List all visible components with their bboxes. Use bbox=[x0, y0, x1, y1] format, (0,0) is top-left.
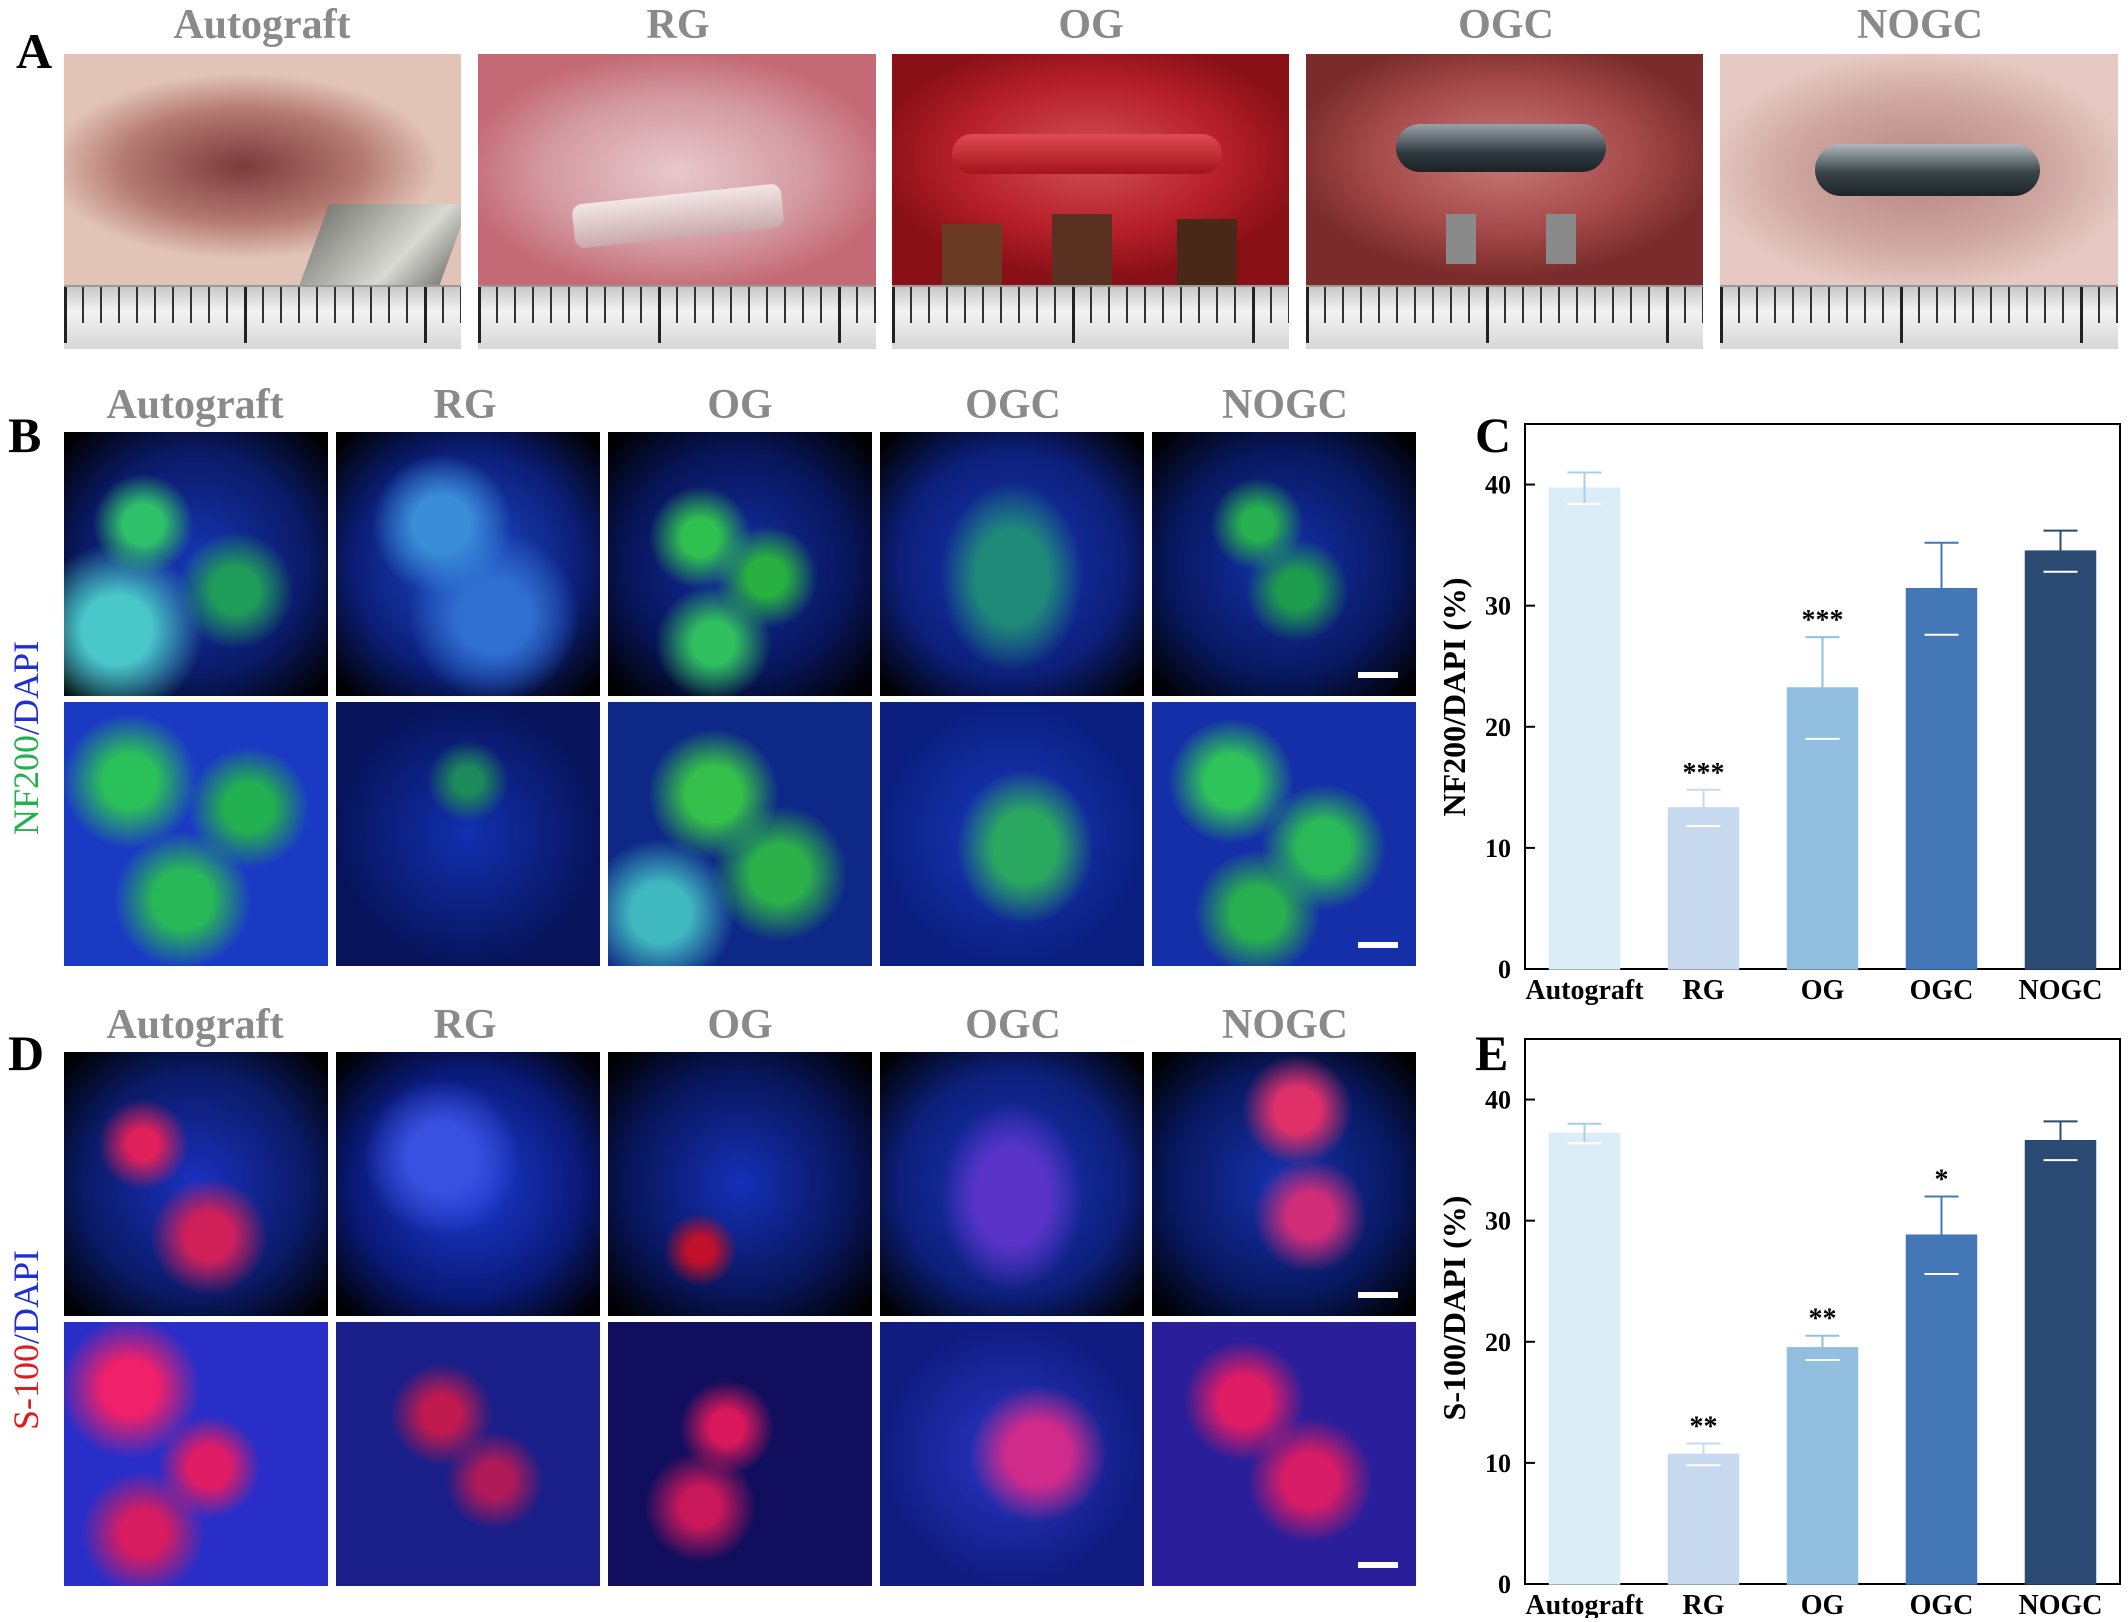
row-a-label-og: OG bbox=[1058, 2, 1124, 48]
chart-c-category-label: RG bbox=[1683, 975, 1725, 1006]
chart-c-bar-ogc bbox=[1905, 587, 1978, 970]
stain-marker-nf200: NF200 bbox=[6, 734, 46, 835]
row-d-label-rg: RG bbox=[433, 1002, 497, 1048]
nf200-micrograph-nogc-low bbox=[1152, 432, 1416, 696]
panel-letter-c: C bbox=[1475, 407, 1512, 463]
chart-c-ylabel: NF200/DAPI (%) bbox=[1436, 577, 1472, 816]
chart-e-bar-og bbox=[1786, 1347, 1859, 1585]
scale-bar bbox=[1358, 942, 1398, 948]
s100-micrograph-nogc-low bbox=[1152, 1052, 1416, 1316]
panel-letter-b: B bbox=[8, 407, 42, 463]
nf200-micrograph-og-high bbox=[608, 702, 872, 966]
chart-e-category-label: Autograft bbox=[1525, 1590, 1644, 1618]
chart-c-ytick-label: 30 bbox=[1485, 592, 1511, 621]
s100-micrograph-autograft-high bbox=[64, 1322, 328, 1586]
chart-e-ytick-label: 30 bbox=[1485, 1207, 1511, 1236]
row-b-label-ogc: OGC bbox=[965, 382, 1061, 428]
chart-c-bar-rg bbox=[1667, 807, 1740, 970]
s100-micrograph-rg-high bbox=[336, 1322, 600, 1586]
panel-letter-e: E bbox=[1475, 1025, 1509, 1081]
scale-bar bbox=[1358, 1292, 1398, 1298]
stain-dapi: DAPI bbox=[6, 1249, 46, 1334]
stain-marker-s100: S-100 bbox=[6, 1343, 46, 1430]
surgery-photo-nogc bbox=[1720, 54, 2118, 349]
chart-c-significance-og: *** bbox=[1802, 605, 1844, 636]
chart-c-ytick-label: 20 bbox=[1485, 713, 1511, 742]
nf200-micrograph-autograft-high bbox=[64, 702, 328, 966]
surgery-photo-ogc bbox=[1306, 54, 1703, 349]
nf200-micrograph-og-low bbox=[608, 432, 872, 696]
chart-e-bar-autograft bbox=[1548, 1132, 1621, 1585]
chart-e-ylabel: S-100/DAPI (%) bbox=[1436, 1196, 1472, 1421]
chart-s100-dapi: S-100/DAPI (%) 0 10 20 30 40 Autograft ** RG ** O… bbox=[1436, 1038, 2121, 1618]
chart-e-category-label: OGC bbox=[1910, 1590, 1974, 1618]
row-a-label-nogc: NOGC bbox=[1857, 2, 1983, 48]
chart-e-bar-nogc bbox=[2024, 1139, 2097, 1585]
s100-micrograph-nogc-high bbox=[1152, 1322, 1416, 1586]
s100-micrograph-ogc-high bbox=[880, 1322, 1144, 1586]
panel-letter-d: D bbox=[8, 1025, 45, 1081]
nf200-micrograph-nogc-high bbox=[1152, 702, 1416, 966]
surgery-photo-og bbox=[892, 54, 1289, 349]
stain-dapi: DAPI bbox=[6, 640, 46, 725]
chart-c-bar-autograft bbox=[1548, 487, 1621, 970]
stain-label-s100-dapi: S-100/DAPI bbox=[6, 1249, 46, 1430]
s100-micrograph-autograft-low bbox=[64, 1052, 328, 1316]
chart-c-category-label: Autograft bbox=[1525, 975, 1644, 1006]
row-d-label-og: OG bbox=[707, 1002, 773, 1048]
chart-e-ytick-label: 20 bbox=[1485, 1328, 1511, 1357]
stain-separator: / bbox=[6, 724, 46, 735]
chart-c-ytick-label: 0 bbox=[1498, 955, 1511, 984]
row-a-label-rg: RG bbox=[646, 2, 710, 48]
s100-micrograph-og-high bbox=[608, 1322, 872, 1586]
scale-bar bbox=[1358, 672, 1398, 678]
nf200-micrograph-rg-high bbox=[336, 702, 600, 966]
nf200-micrograph-autograft-low bbox=[64, 432, 328, 696]
surgery-photo-autograft bbox=[64, 54, 461, 349]
chart-c-ytick-label: 40 bbox=[1485, 471, 1511, 500]
chart-e-significance-og: ** bbox=[1809, 1304, 1837, 1335]
chart-c-significance-rg: *** bbox=[1683, 758, 1725, 789]
scale-bar bbox=[1358, 1562, 1398, 1568]
row-d-label-ogc: OGC bbox=[965, 1002, 1061, 1048]
chart-e-significance-ogc: * bbox=[1935, 1164, 1949, 1195]
panel-letter-a: A bbox=[16, 23, 53, 79]
row-d-label-autograft: Autograft bbox=[106, 1002, 284, 1048]
chart-e-bar-ogc bbox=[1905, 1234, 1978, 1585]
s100-micrograph-ogc-low bbox=[880, 1052, 1144, 1316]
chart-c-category-label: NOGC bbox=[2019, 975, 2103, 1006]
nf200-micrograph-ogc-high bbox=[880, 702, 1144, 966]
chart-e-category-label: RG bbox=[1683, 1590, 1725, 1618]
s100-micrograph-rg-low bbox=[336, 1052, 600, 1316]
chart-e-bar-rg bbox=[1667, 1453, 1740, 1585]
chart-c-bar-nogc bbox=[2024, 550, 2097, 970]
chart-e-category-label: NOGC bbox=[2019, 1590, 2103, 1618]
chart-e-significance-rg: ** bbox=[1690, 1412, 1718, 1443]
s100-micrograph-og-low bbox=[608, 1052, 872, 1316]
chart-e-ytick-label: 40 bbox=[1485, 1086, 1511, 1115]
row-a-label-ogc: OGC bbox=[1458, 2, 1554, 48]
surgery-photo-rg bbox=[478, 54, 876, 349]
nf200-micrograph-ogc-low bbox=[880, 432, 1144, 696]
chart-c-category-label: OGC bbox=[1910, 975, 1974, 1006]
chart-nf200-dapi: NF200/DAPI (%) 0 10 20 30 40 Autograft *** RG **… bbox=[1436, 423, 2121, 1006]
nf200-micrograph-rg-low bbox=[336, 432, 600, 696]
chart-e-ytick-label: 0 bbox=[1498, 1570, 1511, 1599]
chart-c-category-label: OG bbox=[1801, 975, 1845, 1006]
row-b-label-autograft: Autograft bbox=[106, 382, 284, 428]
chart-e-ytick-label: 10 bbox=[1485, 1449, 1511, 1478]
stain-separator: / bbox=[6, 1333, 46, 1344]
row-b-label-nogc: NOGC bbox=[1222, 382, 1348, 428]
row-b-label-rg: RG bbox=[433, 382, 497, 428]
chart-c-ytick-label: 10 bbox=[1485, 834, 1511, 863]
stain-label-nf200-dapi: NF200/DAPI bbox=[6, 640, 46, 835]
row-d-label-nogc: NOGC bbox=[1222, 1002, 1348, 1048]
row-b-label-og: OG bbox=[707, 382, 773, 428]
row-a-label-autograft: Autograft bbox=[173, 2, 351, 48]
chart-e-category-label: OG bbox=[1801, 1590, 1845, 1618]
